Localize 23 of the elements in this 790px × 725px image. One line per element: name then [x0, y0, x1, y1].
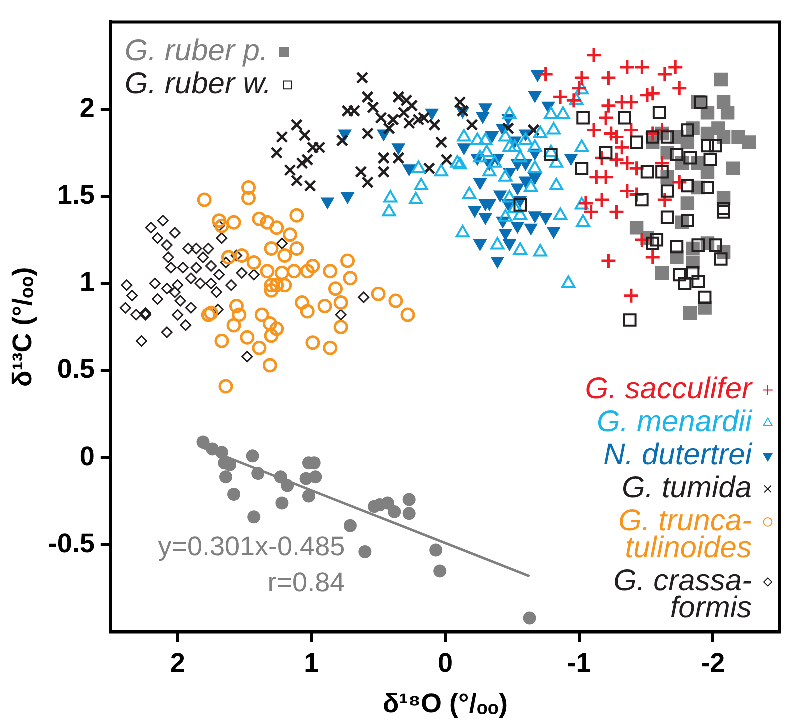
y-tick-label: 1	[80, 267, 95, 298]
x-tick-label: -1	[567, 648, 592, 678]
annotation: y=0.301x-0.485	[158, 531, 346, 562]
y-tick-label: 1.5	[57, 180, 95, 210]
legend-label: G. tumida	[622, 472, 752, 505]
y-tick-label: 0.5	[57, 354, 95, 384]
legend-label: N. dutertrei	[604, 438, 754, 472]
x-tick-label: -2	[701, 648, 726, 678]
x-tick-label: 1	[304, 648, 320, 678]
y-tick-label: -0.5	[48, 528, 95, 559]
x-tick-label: 0	[438, 648, 453, 678]
legend-label: G. ruber p.	[124, 34, 268, 68]
annotation: r=0.84	[268, 567, 346, 598]
y-tick-label: 2	[80, 92, 95, 123]
y-axis-title: δ¹³C (°/ₒₒ)	[8, 267, 38, 388]
y-tick-label: 0	[80, 441, 95, 472]
legend-label: G. sacculifer	[585, 372, 754, 406]
legend-label: G. menardii	[596, 406, 754, 439]
legend-label: G. trunca-tulinoides	[618, 504, 752, 565]
legend-label: G. ruber w.	[124, 68, 272, 101]
x-axis-title: δ¹⁸O (°/ₒₒ)	[382, 688, 508, 718]
x-tick-label: 2	[170, 648, 186, 678]
legend-label: G. crassa-formis	[614, 564, 752, 625]
